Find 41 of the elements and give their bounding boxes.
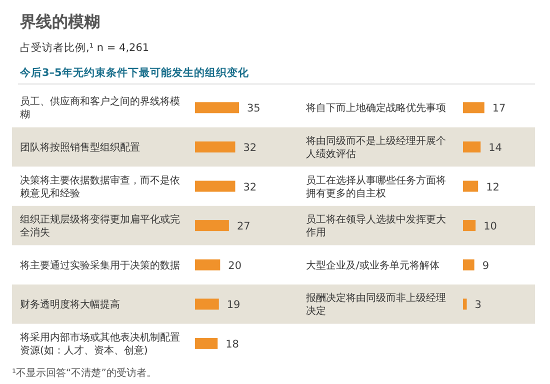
y-tick-label: 将主要通过实验采集用于决策的数据 [19, 259, 180, 272]
data-label: 17 [492, 102, 506, 115]
data-label: 9 [482, 260, 489, 272]
data-label: 20 [228, 260, 242, 272]
bar [195, 338, 218, 349]
data-label: 32 [243, 181, 257, 194]
bar [463, 259, 474, 270]
bar [195, 180, 236, 192]
bar [195, 259, 220, 270]
bar [195, 102, 239, 114]
y-tick-label: 报酬决定将由同级而非上级经理决定 [305, 292, 446, 318]
data-label: 3 [474, 299, 482, 312]
y-tick-label: 员工、供应商和客户之间的界线将模糊 [20, 96, 180, 121]
data-label: 10 [484, 220, 497, 233]
y-tick-label: 团队将按照销售型组织配置 [20, 141, 140, 154]
y-tick-label: 员工在选择从事哪些任务方面将拥有更多的自主权 [306, 174, 446, 200]
data-label: 35 [247, 102, 260, 115]
data-label: 12 [486, 181, 500, 194]
data-label: 19 [226, 299, 240, 312]
y-tick-label: 组织正规层级将变得更加扁平化或完全消失 [20, 214, 180, 239]
y-tick-label: 财务透明度将大幅提高 [20, 298, 120, 311]
y-tick-label: 将采用内部市场或其他表决机制配置资源(如：人才、资本、创意) [19, 331, 180, 356]
bar [463, 298, 467, 310]
bar [463, 102, 484, 114]
bar [463, 141, 481, 152]
y-tick-label: 大型企业及/或业务单元将解体 [306, 259, 440, 272]
bar [463, 180, 478, 192]
text: 占受访者比例,¹ n = 4,261 [20, 41, 150, 54]
y-tick-label: 员工将在领导人选拔中发挥更大作用 [305, 214, 446, 239]
data-label: 18 [226, 338, 240, 350]
text: ¹不显示回答“不清楚”的受访者。 [12, 367, 156, 379]
data-label: 14 [488, 142, 502, 154]
bar [463, 220, 476, 232]
text: 今后3–5年无约束条件下最可能发生的组织变化 [19, 66, 250, 79]
y-tick-label: 将自下而上地确定战略优先事项 [305, 102, 446, 114]
data-label: 32 [243, 142, 257, 154]
y-tick-label: 决策将主要依据数据审查，而不是依赖意见和经验 [20, 174, 180, 200]
data-label: 27 [236, 220, 250, 233]
y-tick-label: 将由同级而不是上级经理开展个人绩效评估 [305, 134, 446, 160]
bar [195, 220, 229, 232]
text: 界线的模糊 [19, 12, 100, 31]
